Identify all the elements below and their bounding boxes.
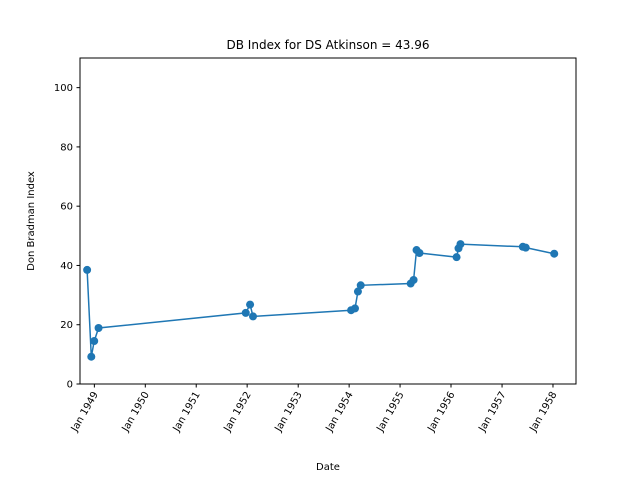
data-point xyxy=(87,352,96,361)
chart-title: DB Index for DS Atkinson = 43.96 xyxy=(227,38,430,52)
data-point xyxy=(351,304,359,313)
data-point xyxy=(550,249,559,258)
plot-frame xyxy=(79,57,577,385)
data-point xyxy=(94,323,103,332)
y-axis: 0 20 40 60 80 100 xyxy=(54,83,80,391)
data-point xyxy=(241,308,250,317)
y-axis-label: Don Bradman Index xyxy=(26,171,37,271)
data-point xyxy=(249,312,258,321)
y-tick-label: 20 xyxy=(60,320,73,331)
data-point xyxy=(409,275,418,284)
data-point xyxy=(521,243,530,252)
data-point xyxy=(415,249,424,258)
y-tick-label: 80 xyxy=(60,142,73,153)
y-tick-label: 100 xyxy=(54,83,73,94)
data-point xyxy=(246,300,255,309)
y-tick-label: 60 xyxy=(60,202,73,213)
data-point xyxy=(90,337,99,346)
data-point xyxy=(456,240,465,249)
y-tick-label: 0 xyxy=(67,380,73,391)
y-tick-label: 40 xyxy=(60,261,73,272)
data-point xyxy=(353,287,362,296)
data-point xyxy=(452,253,461,262)
data-point xyxy=(83,265,92,274)
x-axis-label: Date xyxy=(316,462,340,473)
data-point xyxy=(356,281,365,290)
plot-area xyxy=(83,240,559,361)
